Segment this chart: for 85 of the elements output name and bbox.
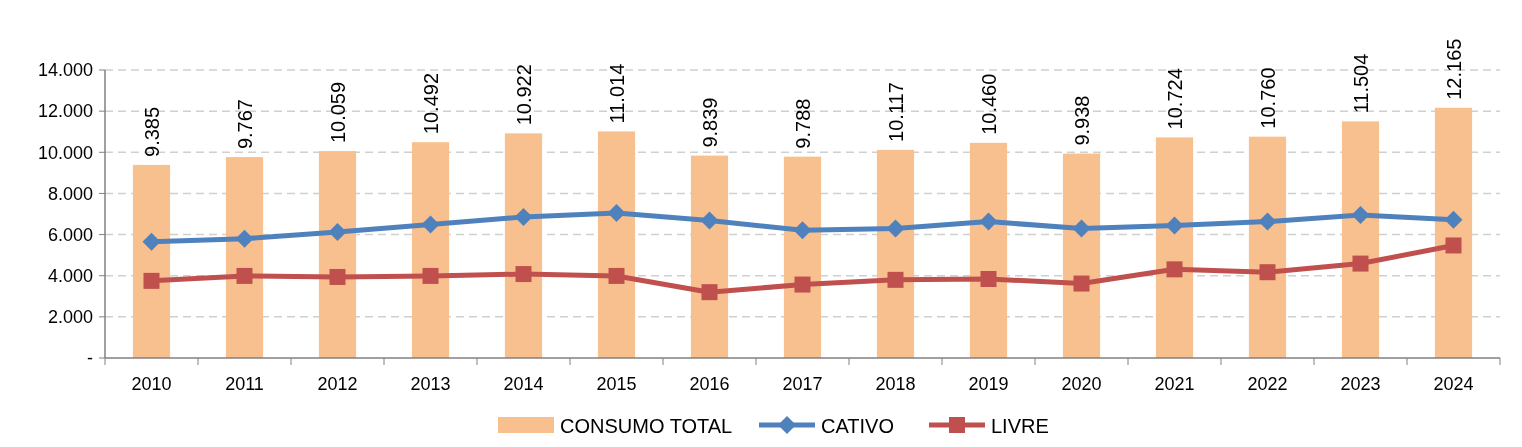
point — [235, 229, 254, 248]
bar — [876, 149, 915, 358]
data-label: 10.760 — [1256, 67, 1279, 129]
point — [1072, 219, 1091, 238]
x-tick-label: 2020 — [1061, 374, 1102, 394]
bar — [132, 164, 171, 358]
point — [700, 211, 719, 230]
point — [143, 272, 160, 289]
data-label: 10.059 — [326, 81, 349, 144]
x-tick-label: 2016 — [689, 374, 730, 394]
data-label: 12.165 — [1442, 38, 1465, 100]
point — [887, 271, 904, 288]
y-tick-label: 6.000 — [47, 224, 93, 245]
bar — [411, 142, 450, 358]
y-tick-label: 2.000 — [47, 307, 93, 328]
data-label: 9.767 — [233, 99, 256, 150]
data-label: 10.117 — [884, 82, 907, 142]
point — [1259, 264, 1276, 281]
y-tick-label: 10.000 — [37, 142, 93, 163]
y-tick-label: 14.000 — [37, 60, 93, 81]
point — [980, 271, 997, 288]
data-label: 10.492 — [419, 72, 442, 135]
data-label: 10.460 — [977, 73, 1000, 135]
legend-label: CATIVO — [821, 415, 894, 437]
point — [1351, 206, 1370, 225]
bar — [969, 142, 1008, 358]
point — [701, 284, 718, 301]
bar — [1248, 136, 1287, 358]
y-tick-label: 12.000 — [37, 101, 93, 122]
point — [329, 268, 346, 285]
point — [422, 267, 439, 284]
bar — [1434, 107, 1473, 358]
point — [608, 267, 625, 284]
point — [886, 219, 905, 238]
bar — [318, 151, 357, 358]
data-label: 10.922 — [512, 64, 535, 126]
point — [514, 207, 533, 226]
x-tick-label: 2013 — [410, 374, 451, 394]
data-label: 9.788 — [791, 98, 814, 149]
x-tick-label: 2014 — [503, 374, 544, 394]
x-tick-label: 2011 — [225, 374, 264, 394]
bar — [690, 155, 729, 358]
y-tick-label: 4.000 — [47, 266, 93, 287]
x-tick-label: 2019 — [968, 374, 1009, 394]
bar — [597, 131, 636, 358]
x-tick-label: 2022 — [1247, 374, 1288, 394]
point — [1073, 275, 1090, 292]
bar — [225, 157, 264, 358]
x-tick-label: 2010 — [131, 374, 172, 394]
data-label: 9.385 — [140, 106, 163, 157]
data-label: 10.724 — [1163, 68, 1186, 130]
legend-label: LIVRE — [991, 415, 1049, 437]
point — [794, 276, 811, 293]
bar — [504, 133, 543, 358]
data-label: 9.839 — [698, 97, 721, 148]
data-label: 11.504 — [1349, 53, 1372, 114]
x-tick-label: 2017 — [782, 374, 823, 394]
point — [1444, 210, 1463, 229]
x-tick-label: 2023 — [1340, 374, 1381, 394]
x-tick-label: 2024 — [1433, 374, 1474, 394]
bar — [783, 156, 822, 358]
point — [515, 266, 532, 283]
bar — [1062, 153, 1101, 358]
point — [421, 215, 440, 234]
y-tick-label: - — [87, 348, 93, 369]
point — [236, 267, 253, 284]
x-tick-label: 2018 — [875, 374, 916, 394]
data-label: 11.014 — [605, 63, 628, 124]
bar — [1155, 137, 1194, 358]
point — [328, 223, 347, 242]
x-tick-label: 2012 — [317, 374, 358, 394]
point — [1165, 216, 1184, 235]
x-tick-label: 2015 — [596, 374, 637, 394]
x-tick-label: 2021 — [1154, 374, 1195, 394]
point — [793, 221, 812, 240]
data-label: 9.938 — [1070, 95, 1093, 146]
point — [607, 203, 626, 222]
point — [1445, 237, 1462, 254]
legend-label: CONSUMO TOTAL — [560, 415, 733, 437]
point — [1166, 261, 1183, 278]
point — [1258, 212, 1277, 231]
point — [1352, 255, 1369, 272]
bar — [1341, 121, 1380, 358]
point — [979, 212, 998, 231]
y-tick-label: 8.000 — [47, 183, 93, 204]
